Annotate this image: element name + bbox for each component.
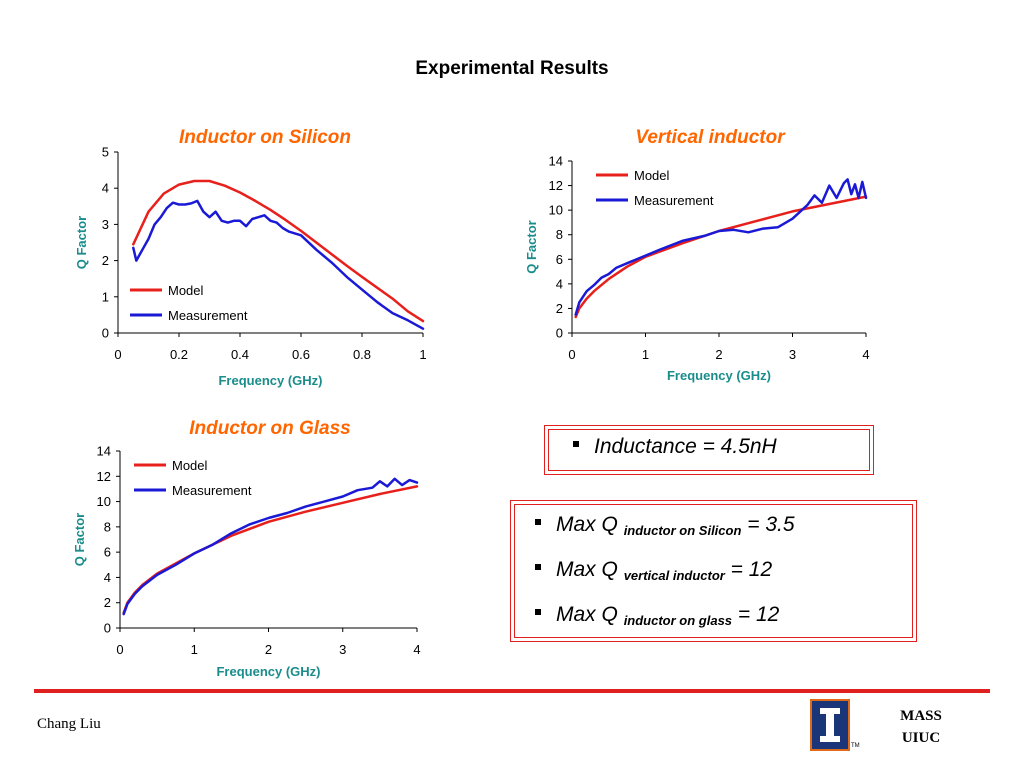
inductance-bullet: Inductance = 4.5nH bbox=[573, 435, 777, 459]
max-q-value: = 12 bbox=[737, 603, 780, 626]
y-tick-label: 2 bbox=[102, 253, 109, 268]
y-tick-label: 2 bbox=[104, 595, 111, 610]
y-tick-label: 0 bbox=[104, 621, 111, 636]
x-tick-label: 2 bbox=[715, 347, 722, 362]
y-tick-label: 3 bbox=[102, 217, 109, 232]
x-tick-label: 0.2 bbox=[170, 347, 188, 362]
org-line-2: UIUC bbox=[901, 730, 941, 746]
series-line-measurement bbox=[132, 199, 425, 330]
y-tick-label: 14 bbox=[549, 154, 563, 169]
series-line-model bbox=[574, 195, 868, 319]
legend-label: Measurement bbox=[172, 483, 252, 498]
y-axis-label: Q Factor bbox=[72, 513, 87, 566]
y-tick-label: 6 bbox=[104, 545, 111, 560]
series-line-model bbox=[132, 179, 425, 323]
y-tick-label: 12 bbox=[97, 469, 111, 484]
max-q-glass: Max Q inductor on glass = 12 bbox=[535, 603, 779, 628]
chart-silicon: 0 1 2 3 4 5 0 0.2 0.4 0.6 0.8 1 Frequency (GHz) Q Fac… bbox=[74, 145, 427, 389]
y-tick-label: 6 bbox=[556, 252, 563, 267]
x-tick-label: 0.6 bbox=[292, 347, 310, 362]
chart-title-silicon: Inductor on Silicon bbox=[178, 127, 352, 148]
y-tick-label: 4 bbox=[102, 181, 109, 196]
x-tick-label: 0 bbox=[568, 347, 575, 362]
org-line-1: MASS bbox=[900, 708, 942, 724]
x-tick-label: 2 bbox=[265, 642, 272, 657]
y-tick-label: 10 bbox=[549, 203, 563, 218]
x-tick-label: 3 bbox=[339, 642, 346, 657]
max-q-prefix: Max Q bbox=[556, 603, 618, 626]
max-q-subscript: inductor on Silicon bbox=[623, 523, 742, 538]
max-q-prefix: Max Q bbox=[556, 558, 618, 581]
inductance-text: Inductance = 4.5nH bbox=[594, 435, 777, 458]
author-name: Chang Liu bbox=[37, 716, 101, 732]
x-tick-label: 1 bbox=[419, 347, 426, 362]
x-tick-label: 0.8 bbox=[353, 347, 371, 362]
x-tick-label: 1 bbox=[642, 347, 649, 362]
legend-label: Model bbox=[172, 458, 208, 473]
series-line-measurement bbox=[122, 477, 419, 616]
university-logo-icon bbox=[810, 699, 850, 751]
slide-title: Experimental Results bbox=[415, 58, 609, 79]
y-tick-label: 8 bbox=[104, 519, 111, 534]
max-q-vertical: Max Q vertical inductor = 12 bbox=[535, 558, 772, 583]
legend-label: Model bbox=[634, 168, 670, 183]
x-tick-label: 0 bbox=[116, 642, 123, 657]
bullet-square bbox=[535, 564, 541, 571]
x-tick-label: 0 bbox=[114, 347, 121, 362]
x-axis-label: Frequency (GHz) bbox=[667, 368, 771, 383]
y-tick-label: 4 bbox=[104, 570, 111, 585]
y-tick-label: 0 bbox=[556, 326, 563, 341]
max-q-subscript: inductor on glass bbox=[623, 613, 733, 628]
x-tick-label: 4 bbox=[413, 642, 420, 657]
trademark-mark: TM bbox=[851, 743, 860, 749]
bullet-square bbox=[535, 609, 541, 616]
max-q-prefix: Max Q bbox=[556, 513, 618, 536]
max-q-subscript: vertical inductor bbox=[623, 568, 725, 583]
y-tick-label: 12 bbox=[549, 178, 563, 193]
y-axis-label: Q Factor bbox=[74, 216, 89, 269]
y-tick-label: 0 bbox=[102, 326, 109, 341]
x-tick-label: 3 bbox=[789, 347, 796, 362]
x-axis-label: Frequency (GHz) bbox=[218, 373, 322, 388]
series-line-measurement bbox=[574, 178, 868, 316]
legend-label: Measurement bbox=[634, 193, 714, 208]
chart-title-vertical: Vertical inductor bbox=[635, 127, 785, 148]
legend-label: Model bbox=[168, 283, 204, 298]
x-axis-label: Frequency (GHz) bbox=[216, 664, 320, 679]
x-tick-label: 1 bbox=[191, 642, 198, 657]
y-tick-label: 1 bbox=[102, 289, 109, 304]
inductance-box: Inductance = 4.5nH bbox=[544, 425, 874, 475]
y-tick-label: 4 bbox=[556, 276, 563, 291]
y-tick-label: 10 bbox=[97, 494, 111, 509]
max-q-box: Max Q inductor on Silicon = 3.5 Max Q ve… bbox=[510, 500, 917, 642]
max-q-value: = 3.5 bbox=[747, 513, 795, 536]
y-axis-label: Q Factor bbox=[524, 220, 539, 273]
footer-rule bbox=[34, 689, 990, 693]
max-q-value: = 12 bbox=[730, 558, 773, 581]
bullet-square bbox=[573, 441, 579, 448]
y-tick-label: 14 bbox=[97, 444, 111, 459]
y-tick-label: 2 bbox=[556, 301, 563, 316]
bullet-square bbox=[535, 519, 541, 526]
max-q-silicon: Max Q inductor on Silicon = 3.5 bbox=[535, 513, 795, 538]
series-line-model bbox=[122, 485, 419, 615]
y-tick-label: 5 bbox=[102, 145, 109, 160]
x-tick-label: 4 bbox=[862, 347, 869, 362]
legend-label: Measurement bbox=[168, 308, 248, 323]
x-tick-label: 0.4 bbox=[231, 347, 249, 362]
chart-title-glass: Inductor on Glass bbox=[189, 418, 351, 439]
y-tick-label: 8 bbox=[556, 227, 563, 242]
